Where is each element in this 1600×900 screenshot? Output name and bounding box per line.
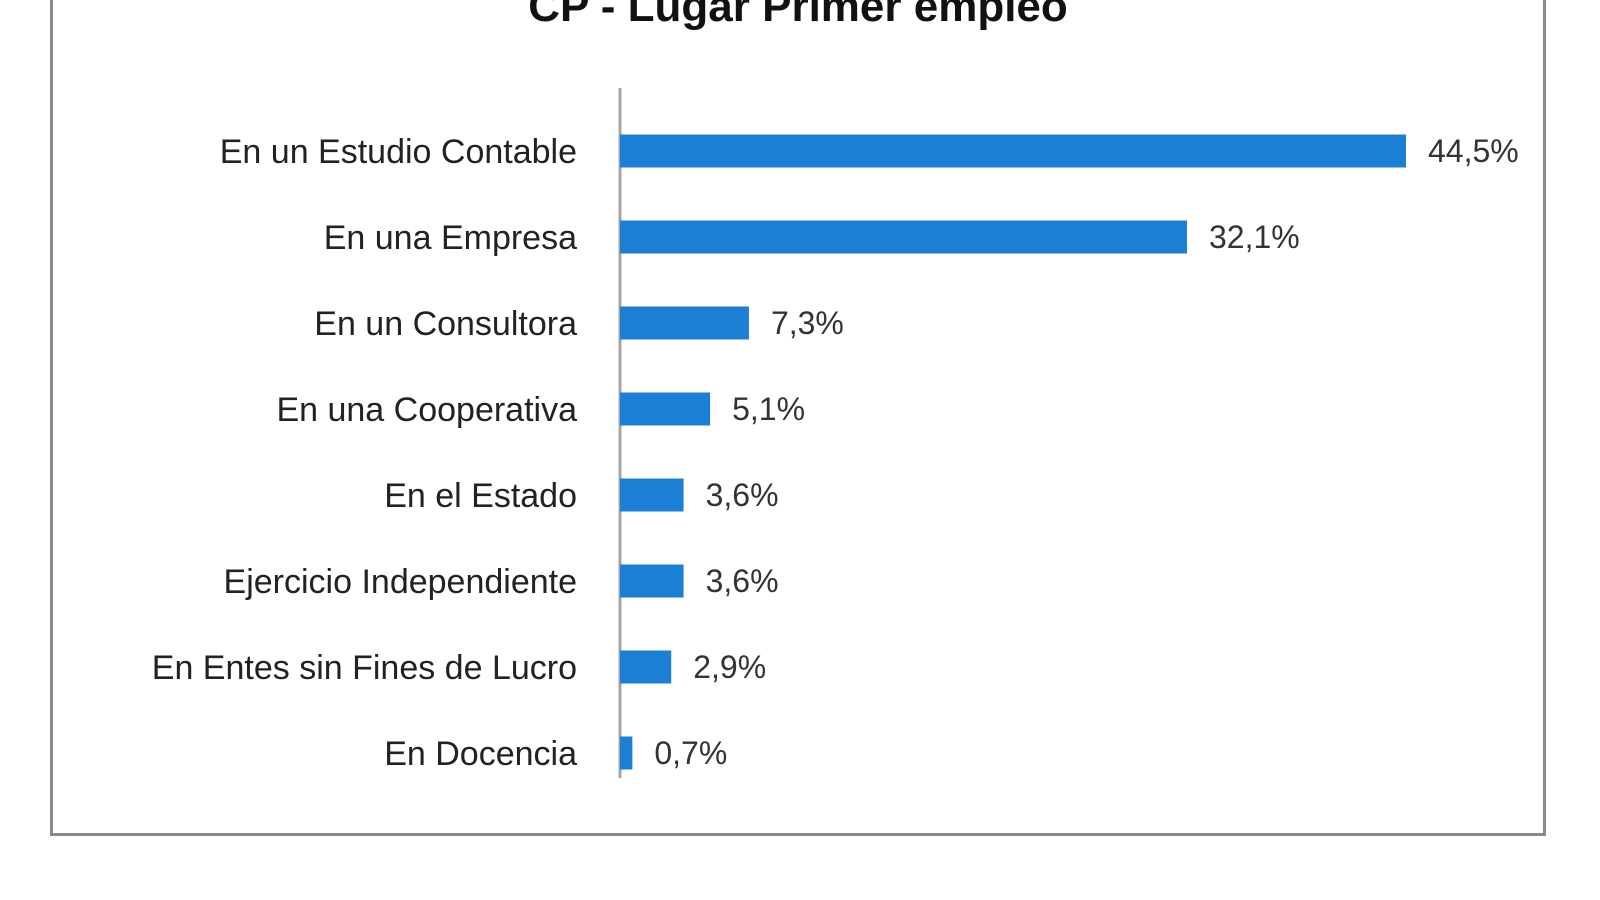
value-label-3: 7,3% <box>771 305 844 341</box>
bar-chart: CP - Lugar Primer empleo En un Estudio C… <box>152 0 1519 778</box>
value-label-2: 32,1% <box>1209 219 1300 255</box>
bar-6 <box>620 564 684 598</box>
category-label-8: En Docencia <box>384 735 577 773</box>
bar-7 <box>620 650 672 684</box>
chart-title: CP - Lugar Primer empleo <box>528 0 1068 31</box>
value-label-6: 3,6% <box>706 563 779 599</box>
bar-4 <box>620 392 711 426</box>
value-label-7: 2,9% <box>693 649 766 685</box>
category-labels: En un Estudio Contable En una Empresa En u… <box>152 133 577 773</box>
category-label-5: En el Estado <box>384 477 577 515</box>
value-label-5: 3,6% <box>706 477 779 513</box>
category-label-6: Ejercicio Independiente <box>224 563 577 601</box>
bar-3 <box>620 306 749 340</box>
value-label-4: 5,1% <box>732 391 805 427</box>
bar-8 <box>620 736 633 770</box>
bar-1 <box>620 134 1406 168</box>
category-label-2: En una Empresa <box>324 219 577 257</box>
category-label-1: En un Estudio Contable <box>220 133 577 171</box>
value-label-8: 0,7% <box>654 735 727 771</box>
category-label-4: En una Cooperativa <box>276 391 577 429</box>
category-label-7: En Entes sin Fines de Lucro <box>152 649 577 687</box>
bar-5 <box>620 478 684 512</box>
bars-group <box>620 134 1406 770</box>
value-label-1: 44,5% <box>1428 133 1519 169</box>
category-label-3: En un Consultora <box>314 305 577 343</box>
value-labels: 44,5% 32,1% 7,3% 5,1% 3,6% 3,6% 2,9% 0,7% <box>654 133 1518 771</box>
chart-frame: CP - Lugar Primer empleo En un Estudio C… <box>50 0 1546 836</box>
bar-2 <box>620 220 1187 254</box>
